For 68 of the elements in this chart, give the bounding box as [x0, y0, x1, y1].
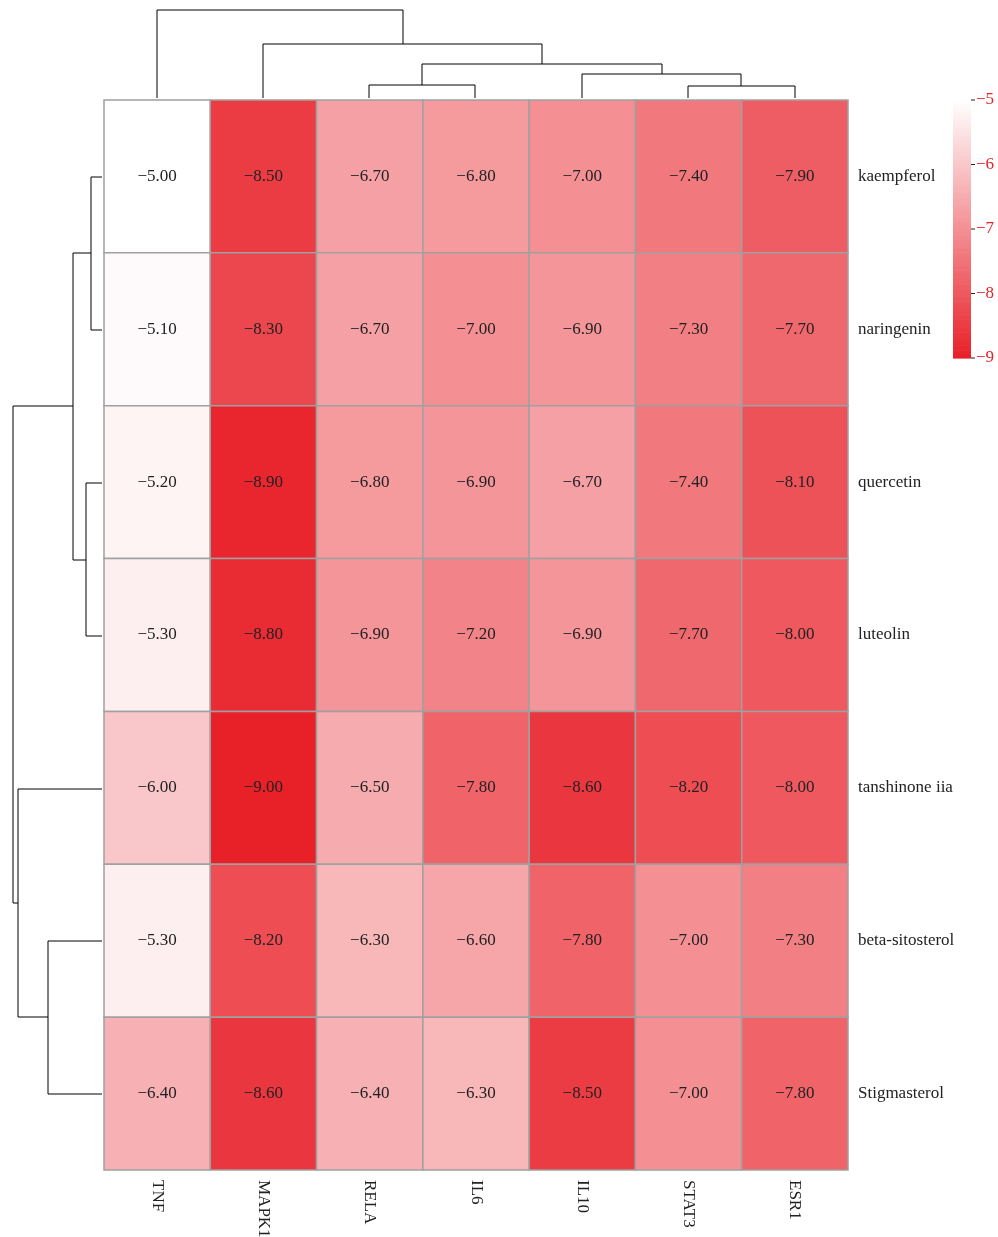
data-label: −7.30: [668, 318, 709, 338]
data-label: −6.90: [562, 624, 602, 644]
data-label: −8.60: [243, 1083, 284, 1103]
x-tick-label: IL10: [573, 1180, 593, 1214]
color-bar-label: −7: [976, 218, 995, 238]
y-tick-label: Stigmasterol: [858, 1083, 945, 1103]
x-tick-label: MAPK1: [254, 1180, 274, 1237]
data-label: −6.00: [137, 777, 177, 797]
data-label: −7.70: [668, 624, 709, 644]
data-label: −8.20: [668, 777, 709, 797]
data-label: −6.70: [350, 318, 390, 338]
data-label: −8.10: [775, 471, 815, 491]
data-label: −8.20: [243, 930, 284, 950]
data-label: −7.30: [775, 930, 815, 950]
data-label: −7.80: [456, 777, 496, 797]
data-label: −8.50: [562, 1083, 602, 1103]
data-label: −7.40: [668, 471, 709, 491]
data-label: −6.80: [456, 165, 496, 185]
data-label: −6.90: [562, 318, 602, 338]
data-label: −7.90: [775, 165, 815, 185]
data-label: −7.00: [562, 165, 602, 185]
data-label: −8.30: [243, 318, 284, 338]
x-tick-label: ESR1: [786, 1180, 806, 1220]
color-bar-label: −9: [976, 347, 995, 367]
data-label: −7.00: [456, 318, 496, 338]
data-label: −5.10: [137, 318, 177, 338]
data-label: −7.80: [562, 930, 602, 950]
data-label: −6.30: [350, 930, 390, 950]
x-tick-label: IL6: [467, 1180, 487, 1205]
data-label: −6.90: [350, 624, 390, 644]
data-label: −5.30: [137, 930, 177, 950]
data-label: −8.80: [243, 624, 284, 644]
data-label: −6.40: [137, 1083, 177, 1103]
y-tick-label: quercetin: [858, 471, 922, 491]
y-tick-label: luteolin: [858, 624, 911, 644]
y-tick-label: kaempferol: [858, 165, 936, 185]
x-tick-label: STAT3: [680, 1180, 700, 1228]
data-label: −6.50: [350, 777, 390, 797]
data-label: −7.40: [668, 165, 709, 185]
data-label: −6.90: [456, 471, 496, 491]
data-label: −7.80: [775, 1083, 815, 1103]
data-label: −6.70: [350, 165, 390, 185]
data-label: −6.80: [350, 471, 390, 491]
data-label: −6.60: [456, 930, 496, 950]
data-label: −6.30: [456, 1083, 496, 1103]
y-tick-label: tanshinone iia: [858, 777, 954, 797]
y-tick-label: naringenin: [858, 318, 932, 338]
data-label: −9.00: [243, 777, 284, 797]
data-label: −8.00: [775, 624, 815, 644]
data-label: −8.60: [562, 777, 602, 797]
data-label: −5.30: [137, 624, 177, 644]
data-label: −7.00: [668, 1083, 709, 1103]
data-label: −6.70: [562, 471, 602, 491]
data-label: −8.90: [243, 471, 284, 491]
x-tick-label: RELA: [361, 1180, 381, 1226]
data-label: −5.00: [137, 165, 177, 185]
y-tick-label: beta-sitosterol: [858, 930, 955, 950]
x-tick-label: TNF: [148, 1180, 168, 1213]
data-label: −7.00: [668, 930, 709, 950]
data-label: −6.40: [350, 1083, 390, 1103]
color-bar-label: −6: [976, 153, 995, 173]
color-bar-label: −8: [976, 282, 995, 302]
data-label: −8.00: [775, 777, 815, 797]
color-bar-label: −5: [976, 89, 995, 109]
data-label: −7.20: [456, 624, 496, 644]
data-label: −5.20: [137, 471, 177, 491]
data-label: −7.70: [775, 318, 815, 338]
data-label: −8.50: [243, 165, 284, 185]
